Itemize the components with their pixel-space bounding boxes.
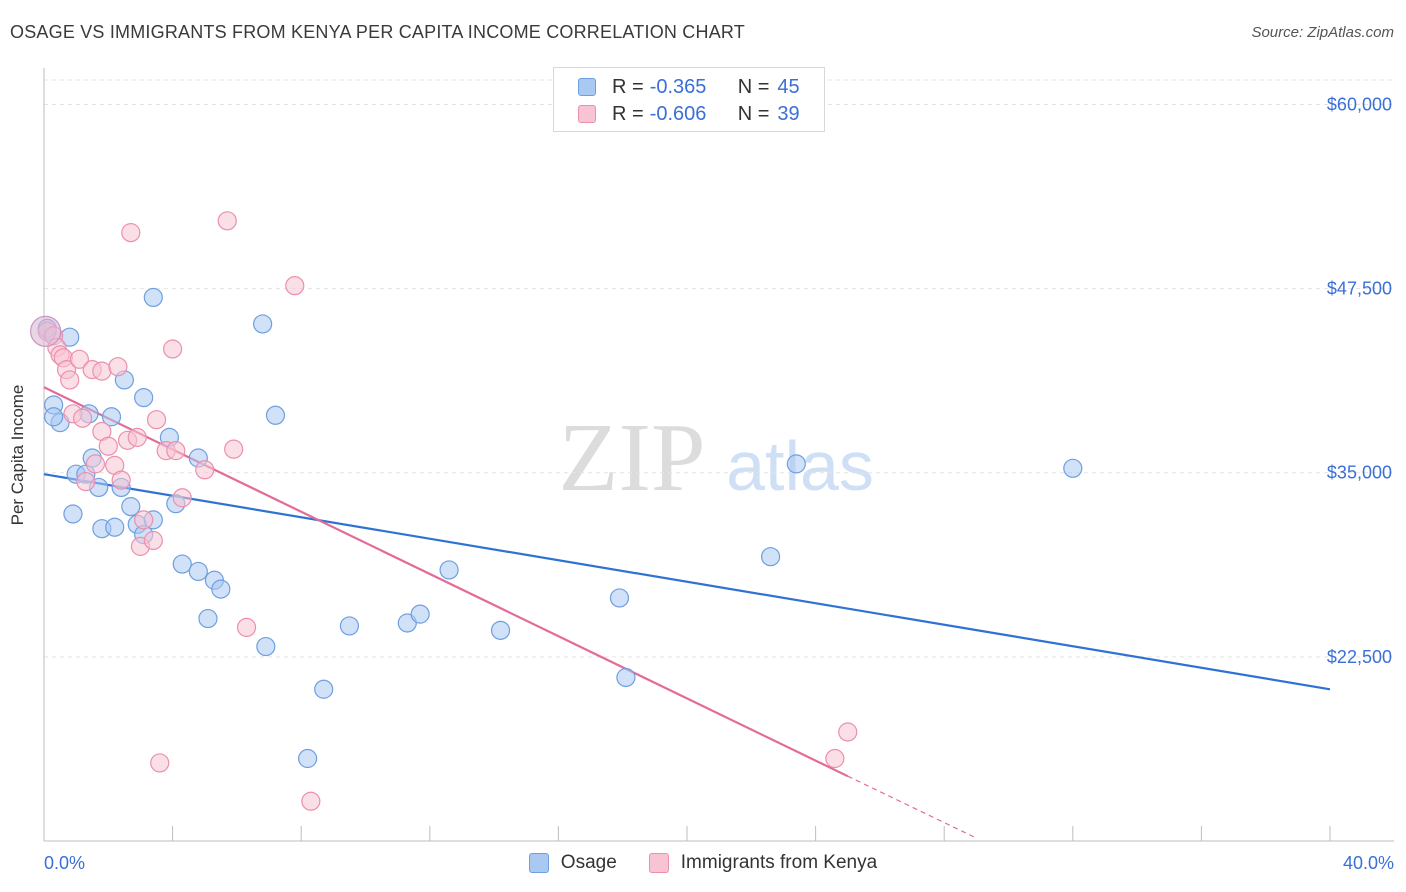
kenya-point bbox=[195, 460, 215, 480]
osage-point bbox=[410, 604, 430, 624]
kenya-point bbox=[217, 211, 237, 231]
tick-labels: $22,500 $35,000 $47,500 $60,000 0.0% 40.0% bbox=[44, 94, 1394, 873]
osage-point bbox=[121, 497, 141, 517]
osage-point bbox=[253, 314, 273, 334]
osage-trend-line bbox=[43, 473, 1331, 691]
kenya-point bbox=[301, 791, 321, 811]
kenya-point bbox=[163, 339, 183, 359]
kenya-point bbox=[166, 441, 186, 461]
legend-swatch-kenya bbox=[648, 853, 669, 873]
osage-point bbox=[339, 616, 360, 636]
watermark-zip: ZIP bbox=[559, 404, 706, 512]
series-legend: Osage Immigrants from Kenya bbox=[0, 852, 1406, 874]
kenya-point bbox=[143, 530, 163, 551]
osage-point bbox=[101, 407, 122, 427]
kenya-point bbox=[76, 471, 96, 492]
legend-label-osage: Osage bbox=[560, 852, 617, 873]
kenya-point bbox=[69, 349, 89, 369]
kenya-point bbox=[224, 439, 244, 459]
kenya-point bbox=[825, 748, 845, 769]
legend-swatch-osage bbox=[528, 853, 549, 873]
osage-point bbox=[298, 748, 318, 769]
y-tick-label: $35,000 bbox=[1327, 463, 1392, 483]
kenya-point bbox=[108, 357, 128, 377]
osage-point bbox=[63, 504, 83, 524]
cluster-point bbox=[30, 315, 62, 347]
kenya-point bbox=[98, 436, 118, 456]
data-points bbox=[30, 211, 1083, 811]
legend-n-value: 39 bbox=[777, 102, 800, 125]
osage-point bbox=[760, 547, 781, 567]
legend-swatch-osage bbox=[578, 78, 596, 96]
kenya-point bbox=[92, 361, 112, 381]
kenya-point bbox=[285, 276, 305, 296]
osage-point bbox=[211, 579, 231, 599]
osage-point bbox=[44, 407, 64, 427]
osage-point bbox=[439, 560, 459, 580]
kenya-point bbox=[146, 410, 167, 430]
kenya-point bbox=[121, 223, 141, 243]
chart-title: OSAGE VS IMMIGRANTS FROM KENYA PER CAPIT… bbox=[10, 22, 745, 42]
legend-row-kenya: R = -0.606 N = 39 bbox=[578, 101, 800, 127]
osage-point bbox=[256, 636, 276, 657]
x-tick-label: 40.0% bbox=[1343, 853, 1394, 873]
x-tick-label: 0.0% bbox=[44, 853, 85, 873]
source-label: Source: ZipAtlas.com bbox=[1251, 24, 1394, 41]
legend-r-label: R = bbox=[612, 75, 644, 98]
osage-point bbox=[265, 405, 286, 425]
legend-row-osage: R = -0.365 N = 45 bbox=[578, 74, 800, 100]
kenya-point bbox=[838, 722, 858, 742]
kenya-point bbox=[72, 408, 93, 428]
osage-point bbox=[188, 561, 208, 582]
osage-point bbox=[314, 679, 334, 699]
legend-r-label: R = bbox=[612, 102, 644, 125]
grid-lines bbox=[44, 79, 1394, 658]
kenya-point bbox=[150, 753, 170, 773]
kenya-point bbox=[85, 454, 106, 474]
y-tick-label: $22,500 bbox=[1327, 647, 1392, 667]
legend-item-kenya[interactable]: Immigrants from Kenya bbox=[648, 852, 878, 874]
kenya-point bbox=[236, 617, 257, 638]
y-tick-label: $60,000 bbox=[1327, 94, 1392, 114]
osage-point bbox=[786, 454, 806, 474]
legend-r-value: -0.606 bbox=[649, 102, 707, 125]
stats-legend: R = -0.365 N = 45 R = -0.606 N = 39 bbox=[553, 67, 825, 132]
osage-point bbox=[616, 667, 636, 688]
axes bbox=[43, 68, 1394, 842]
kenya-point bbox=[111, 470, 131, 490]
legend-n-label: N = bbox=[737, 75, 770, 98]
kenya-point bbox=[127, 427, 147, 447]
osage-point bbox=[172, 554, 192, 574]
kenya-point bbox=[134, 510, 154, 530]
osage-point bbox=[609, 588, 630, 608]
legend-label-kenya: Immigrants from Kenya bbox=[680, 852, 878, 873]
osage-point bbox=[143, 287, 163, 308]
osage-point bbox=[490, 620, 511, 640]
legend-r-value: -0.365 bbox=[649, 75, 707, 98]
osage-point bbox=[134, 388, 154, 408]
osage-point bbox=[1063, 458, 1083, 478]
kenya-point bbox=[172, 488, 192, 508]
legend-n-value: 45 bbox=[777, 75, 800, 98]
kenya-point bbox=[60, 370, 80, 390]
legend-n-label: N = bbox=[737, 102, 770, 125]
osage-point bbox=[105, 517, 125, 537]
y-tick-label: $47,500 bbox=[1327, 279, 1392, 299]
osage-point bbox=[198, 608, 218, 629]
legend-swatch-kenya bbox=[578, 105, 596, 123]
legend-item-osage[interactable]: Osage bbox=[528, 852, 617, 874]
kenya-trend-extension bbox=[847, 775, 977, 839]
